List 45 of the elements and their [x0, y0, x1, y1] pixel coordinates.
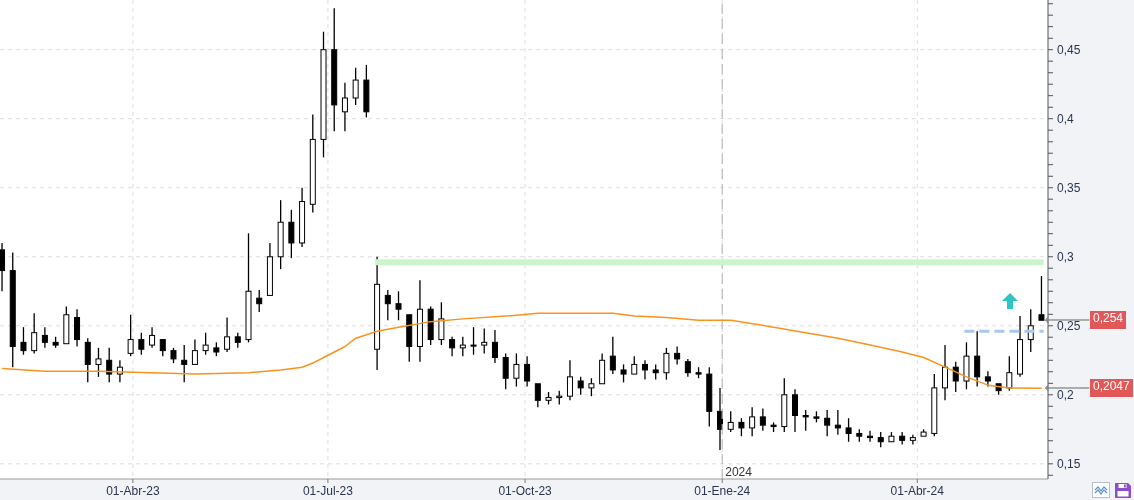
candlestick [416, 279, 423, 363]
candlestick [759, 407, 766, 432]
candlestick [1038, 275, 1045, 321]
candlestick [299, 187, 306, 248]
candlestick [41, 326, 48, 349]
candlestick [641, 359, 648, 381]
y-tick-label: 0,2 [1057, 387, 1075, 402]
line-series [1, 312, 1043, 390]
candlestick [867, 430, 874, 443]
candlestick [374, 256, 381, 371]
candlestick [674, 345, 681, 366]
candlestick [909, 434, 916, 446]
y-tick-label: 0,25 [1057, 318, 1081, 333]
candlestick [449, 336, 456, 357]
candlestick [834, 409, 841, 436]
x-tick-label: 01-Oct-23 [498, 484, 553, 498]
candlestick [599, 352, 606, 385]
x-tick-label: 01-Abr-24 [890, 484, 945, 498]
candlestick [824, 409, 831, 437]
candlestick [341, 82, 348, 132]
candlestick [331, 7, 338, 132]
y-tick-label: 0,4 [1057, 111, 1075, 126]
candlestick [266, 242, 273, 296]
candlestick [524, 355, 531, 388]
y-tick-label: 0,45 [1057, 42, 1081, 57]
y-tick-label: 0,35 [1057, 180, 1081, 195]
candlestick [491, 329, 498, 364]
annotation: 0,2047 [1090, 379, 1133, 398]
candlestick [942, 344, 949, 401]
annotation: 0,254 [1090, 311, 1127, 330]
x-tick-label: 01-Jul-23 [302, 484, 354, 498]
candlestick [792, 388, 798, 433]
candlestick [191, 338, 198, 365]
candlestick [749, 406, 756, 437]
candlestick [1017, 315, 1024, 378]
ref-line-label: 2024 [725, 465, 753, 479]
candlestick [74, 308, 81, 348]
candlestick [224, 316, 231, 353]
y-tick-label: 0,3 [1057, 249, 1075, 264]
candlestick [566, 359, 573, 401]
x-tick-label: 01-Abr-23 [106, 484, 160, 498]
y-tick-label: 0,15 [1057, 456, 1081, 471]
candlestick [149, 326, 156, 349]
candlestick [0, 242, 6, 292]
x-tick-label: 01-Ene-24 [694, 484, 751, 498]
